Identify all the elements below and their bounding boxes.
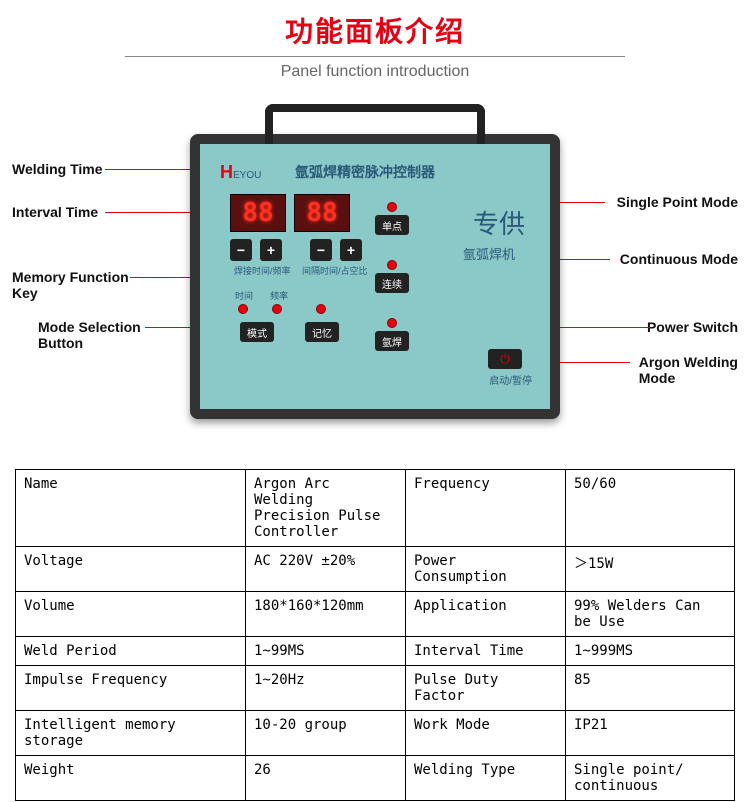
table-cell: Impulse Frequency <box>16 666 246 711</box>
weld-minus-button[interactable]: − <box>230 239 252 261</box>
table-row: VoltageAC 220V ±20%Power Consumption＞15W <box>16 547 735 592</box>
device-panel: HEYOU 氩弧焊精密脉冲控制器 88 88 − + − + 焊接时间/频率 间… <box>190 134 560 419</box>
time-label: 时间 <box>235 289 253 302</box>
table-cell: Work Mode <box>406 711 566 756</box>
callout-argon-mode: Argon Welding Mode <box>639 354 738 386</box>
table-cell: Name <box>16 470 246 547</box>
table-row: Impulse Frequency1~20HzPulse Duty Factor… <box>16 666 735 711</box>
callout-memory-key: Memory Function Key <box>12 269 129 301</box>
interval-sublabel: 间隔时间/占空比 <box>302 264 368 277</box>
brand-text: EYOU <box>233 170 261 181</box>
table-cell: 1~999MS <box>566 637 735 666</box>
display-welding-time: 88 <box>230 194 286 232</box>
title-english: Panel function introduction <box>0 63 750 81</box>
argon-indicator-icon <box>387 318 397 328</box>
table-cell: Interval Time <box>406 637 566 666</box>
table-cell: 50/60 <box>566 470 735 547</box>
continuous-indicator-icon <box>387 260 397 270</box>
device-handle <box>265 104 485 144</box>
table-row: NameArgon Arc Welding Precision Pulse Co… <box>16 470 735 547</box>
callout-continuous: Continuous Mode <box>620 251 738 267</box>
display-interval-time: 88 <box>294 194 350 232</box>
freq-label: 频率 <box>270 289 288 302</box>
single-point-button[interactable]: 单点 <box>375 215 409 235</box>
time-indicator-icon <box>238 304 248 314</box>
table-cell: Volume <box>16 592 246 637</box>
table-cell: Argon Arc Welding Precision Pulse Contro… <box>246 470 406 547</box>
interval-plus-button[interactable]: + <box>340 239 362 261</box>
title-chinese: 功能面板介绍 <box>0 10 750 50</box>
table-cell: Voltage <box>16 547 246 592</box>
callout-single-point: Single Point Mode <box>617 194 738 210</box>
table-cell: Application <box>406 592 566 637</box>
table-row: Intelligent memory storage10-20 groupWor… <box>16 711 735 756</box>
mode-button[interactable]: 模式 <box>240 322 274 342</box>
weld-time-sublabel: 焊接时间/频率 <box>234 264 291 277</box>
power-button[interactable]: ⏻ <box>488 349 522 369</box>
device-title: 氩弧焊精密脉冲控制器 <box>295 162 435 182</box>
table-row: Volume180*160*120mmApplication99% Welder… <box>16 592 735 637</box>
brand-sub: 氩弧焊机 <box>463 244 515 263</box>
table-cell: Weld Period <box>16 637 246 666</box>
brand-logo: HEYOU <box>220 162 261 183</box>
weld-plus-button[interactable]: + <box>260 239 282 261</box>
callout-interval-time: Interval Time <box>12 204 98 220</box>
memory-button[interactable]: 记忆 <box>305 322 339 342</box>
table-cell: ＞15W <box>566 547 735 592</box>
panel-diagram: Welding Time Interval Time Memory Functi… <box>0 109 750 459</box>
table-cell: 99% Welders Can be Use <box>566 592 735 637</box>
table-cell: 26 <box>246 756 406 801</box>
single-indicator-icon <box>387 202 397 212</box>
interval-minus-button[interactable]: − <box>310 239 332 261</box>
callout-mode-button: Mode Selection Button <box>38 319 141 351</box>
continuous-button[interactable]: 连续 <box>375 273 409 293</box>
table-cell: Frequency <box>406 470 566 547</box>
table-cell: 1~99MS <box>246 637 406 666</box>
table-cell: 10-20 group <box>246 711 406 756</box>
table-cell: Intelligent memory storage <box>16 711 246 756</box>
table-cell: Welding Type <box>406 756 566 801</box>
table-cell: Power Consumption <box>406 547 566 592</box>
argon-button[interactable]: 氩焊 <box>375 331 409 351</box>
brand-chinese: 专供 <box>473 204 525 241</box>
table-row: Weld Period1~99MSInterval Time1~999MS <box>16 637 735 666</box>
table-cell: IP21 <box>566 711 735 756</box>
table-cell: 85 <box>566 666 735 711</box>
table-cell: 180*160*120mm <box>246 592 406 637</box>
power-icon: ⏻ <box>500 352 510 367</box>
freq-indicator-icon <box>272 304 282 314</box>
table-row: Weight26Welding TypeSingle point/ contin… <box>16 756 735 801</box>
callout-welding-time: Welding Time <box>12 161 103 177</box>
callout-power-switch: Power Switch <box>647 319 738 335</box>
spec-table: NameArgon Arc Welding Precision Pulse Co… <box>15 469 735 801</box>
table-cell: Single point/ continuous <box>566 756 735 801</box>
table-cell: Pulse Duty Factor <box>406 666 566 711</box>
table-cell: 1~20Hz <box>246 666 406 711</box>
power-label: 启动/暂停 <box>489 372 532 387</box>
brand-letter: H <box>220 162 233 182</box>
divider <box>125 56 625 57</box>
table-cell: AC 220V ±20% <box>246 547 406 592</box>
table-cell: Weight <box>16 756 246 801</box>
memory-indicator-icon <box>316 304 326 314</box>
